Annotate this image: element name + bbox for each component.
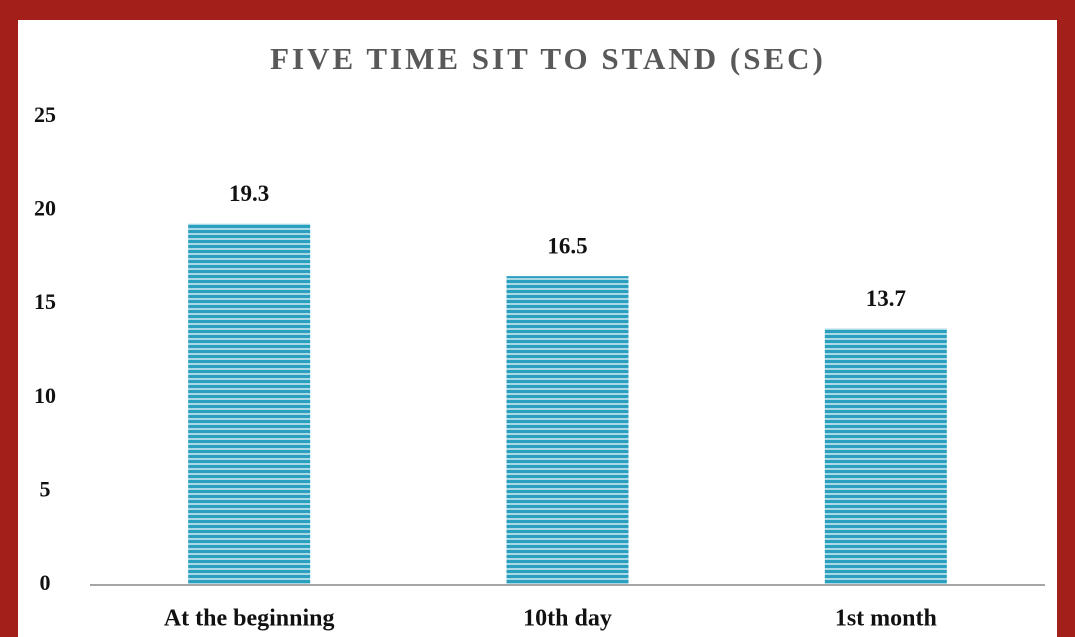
value-label: 16.5 bbox=[547, 233, 587, 258]
y-tick-label: 10 bbox=[34, 383, 56, 408]
bar bbox=[506, 276, 629, 585]
y-tick-label: 5 bbox=[40, 476, 51, 501]
x-tick-label: At the beginning bbox=[164, 606, 335, 632]
x-tick-label: 1st month bbox=[835, 606, 937, 632]
y-tick-label: 25 bbox=[34, 102, 56, 127]
chart-title: FIVE TIME SIT TO STAND (SEC) bbox=[270, 41, 826, 76]
bar bbox=[824, 328, 947, 585]
y-tick-label: 0 bbox=[40, 570, 51, 595]
value-label: 19.3 bbox=[229, 181, 269, 206]
y-tick-label: 15 bbox=[34, 289, 56, 314]
value-label: 13.7 bbox=[866, 286, 906, 311]
y-tick-label: 20 bbox=[34, 196, 56, 221]
bar bbox=[188, 223, 311, 586]
x-tick-label: 10th day bbox=[523, 606, 612, 632]
